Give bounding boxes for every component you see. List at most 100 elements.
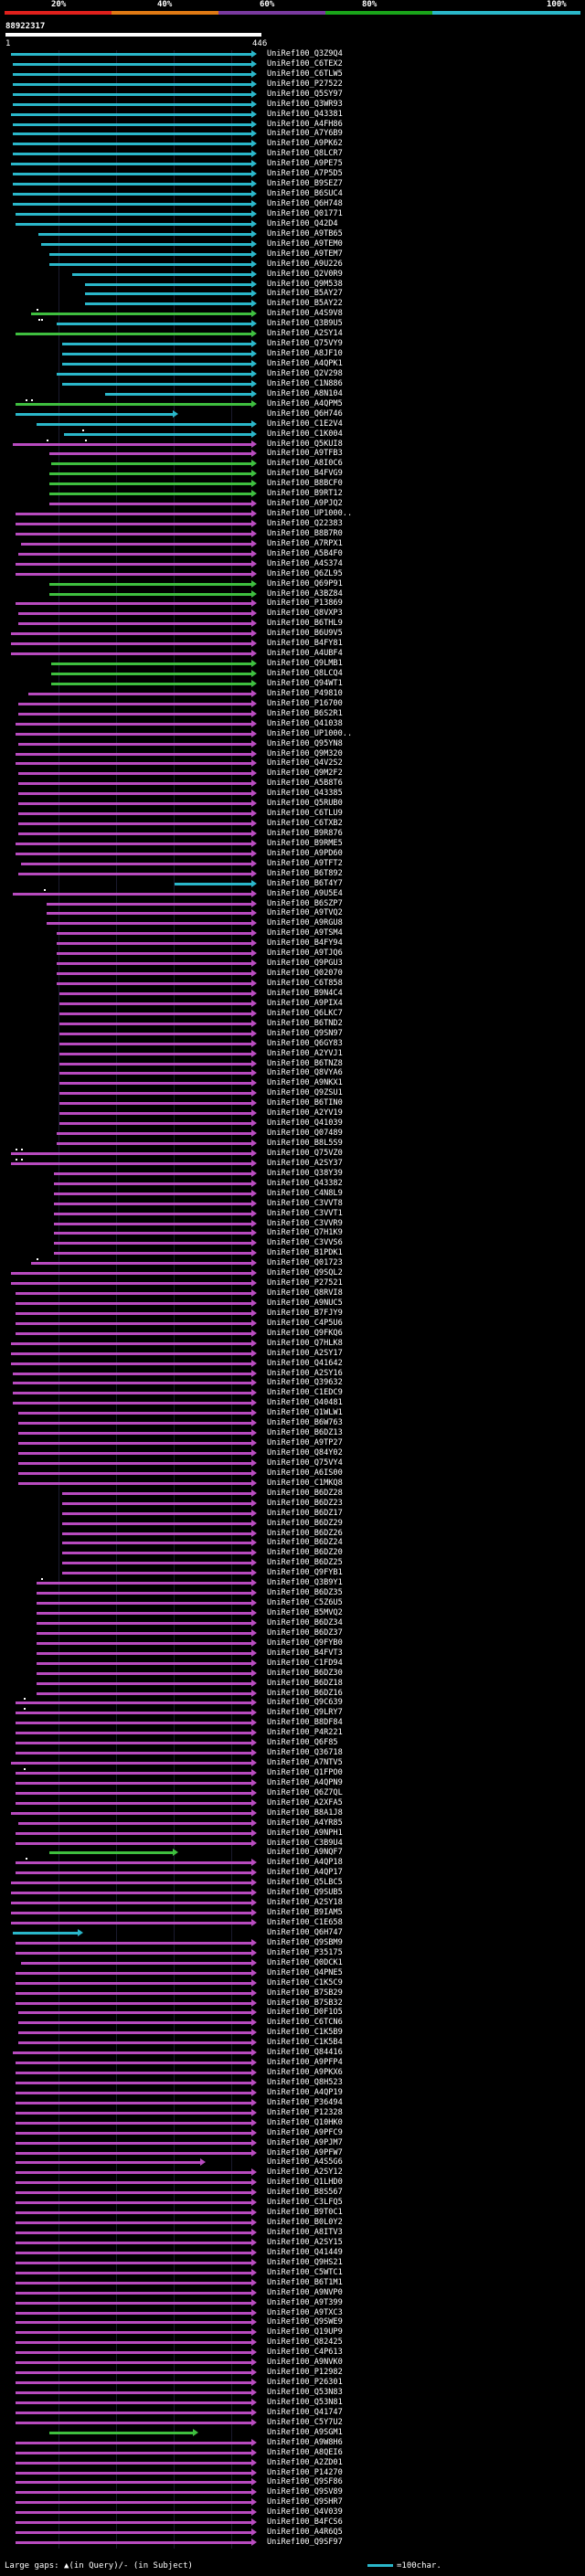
alignment-bar[interactable] [10,163,253,166]
hit-row[interactable]: UniRef100_A4QPN9 [0,1778,585,1787]
hit-label-link[interactable]: UniRef100_Q53N81 [267,2397,343,2407]
hit-row[interactable]: UniRef100_Q9FYB1 [0,1568,585,1578]
hit-label-link[interactable]: UniRef100_A9TSM4 [267,928,343,938]
alignment-bar[interactable] [16,2072,253,2075]
hit-label-link[interactable]: UniRef100_A2SY17 [267,1348,343,1358]
alignment-bar[interactable] [57,932,253,936]
alignment-bar[interactable] [36,422,253,426]
hit-label-link[interactable]: UniRef100_A9NVP0 [267,2287,343,2297]
alignment-bar[interactable] [16,2461,253,2465]
hit-label-link[interactable]: UniRef100_B6SUC4 [267,189,343,199]
hit-row[interactable]: UniRef100_A4R6Q5 [0,2528,585,2537]
hit-label-link[interactable]: UniRef100_C4P613 [267,2348,343,2358]
hit-row[interactable]: UniRef100_Q9SN97 [0,1029,585,1038]
alignment-bar[interactable] [16,2131,253,2135]
hit-label-link[interactable]: UniRef100_A4QP17 [267,1868,343,1878]
hit-label-link[interactable]: UniRef100_Q6H748 [267,199,343,209]
hit-label-link[interactable]: UniRef100_Q75VY4 [267,1458,343,1468]
alignment-bar[interactable] [57,323,253,326]
alignment-bar[interactable] [36,1661,253,1665]
hit-row[interactable]: UniRef100_B6T4Y7 [0,879,585,888]
hit-row[interactable]: UniRef100_A4QP18 [0,1858,585,1867]
hit-row[interactable]: UniRef100_C6TCN6 [0,2018,585,2027]
alignment-bar[interactable] [16,2441,253,2444]
hit-row[interactable]: UniRef100_Q2V0R9 [0,270,585,279]
alignment-bar[interactable] [48,1851,174,1855]
alignment-bar[interactable] [16,1701,253,1705]
alignment-bar[interactable] [16,2221,253,2225]
hit-row[interactable]: UniRef100_P14270 [0,2468,585,2477]
alignment-bar[interactable] [18,1442,253,1446]
hit-label-link[interactable]: UniRef100_B9RME5 [267,838,343,848]
hit-row[interactable]: UniRef100_A8I0C6 [0,459,585,468]
hit-row[interactable]: UniRef100_A9NVP0 [0,2287,585,2297]
hit-row[interactable]: UniRef100_B5MVQ2 [0,1608,585,1617]
alignment-bar[interactable] [18,742,253,746]
alignment-bar[interactable] [18,1821,253,1825]
hit-row[interactable]: UniRef100_A9PIX4 [0,999,585,1008]
alignment-bar[interactable] [16,2401,253,2404]
hit-label-link[interactable]: UniRef100_C1K5B4 [267,2038,343,2048]
hit-label-link[interactable]: UniRef100_A8QEI6 [267,2447,343,2457]
hit-row[interactable]: UniRef100_Q9SUB5 [0,1888,585,1897]
alignment-bar[interactable] [16,1752,253,1755]
hit-row[interactable]: UniRef100_A4QP19 [0,2088,585,2097]
hit-row[interactable]: UniRef100_Q43385 [0,789,585,798]
hit-label-link[interactable]: UniRef100_C6TLW5 [267,69,343,79]
hit-row[interactable]: UniRef100_A2SY14 [0,329,585,338]
alignment-bar[interactable] [16,1712,253,1715]
hit-label-link[interactable]: UniRef100_Q43382 [267,1178,343,1188]
hit-label-link[interactable]: UniRef100_Q9FYB1 [267,1568,343,1578]
hit-row[interactable]: UniRef100_Q8RVI8 [0,1288,585,1299]
hit-row[interactable]: UniRef100_Q6H748 [0,199,585,209]
hit-label-link[interactable]: UniRef100_B6S2R1 [267,708,343,718]
alignment-bar[interactable] [57,972,253,976]
alignment-bar[interactable] [51,682,253,685]
alignment-bar[interactable] [16,1302,253,1305]
alignment-bar[interactable] [16,2331,253,2335]
alignment-bar[interactable] [16,513,253,516]
alignment-bar[interactable] [57,372,253,376]
hit-row[interactable]: UniRef100_A9U5E4 [0,888,585,898]
alignment-bar[interactable] [36,1671,253,1675]
hit-label-link[interactable]: UniRef100_B6DZ28 [267,1488,343,1498]
hit-row[interactable]: UniRef100_B6DZ23 [0,1499,585,1508]
alignment-bar[interactable] [16,2371,253,2375]
alignment-bar[interactable] [16,2491,253,2495]
hit-label-link[interactable]: UniRef100_C4N8L9 [267,1188,343,1198]
hit-label-link[interactable]: UniRef100_Q8RVI8 [267,1288,343,1299]
alignment-bar[interactable] [10,1341,253,1345]
alignment-bar[interactable] [16,1991,253,1995]
alignment-bar[interactable] [58,1072,253,1076]
alignment-bar[interactable] [16,2211,253,2215]
alignment-bar[interactable] [58,1012,253,1015]
hit-row[interactable]: UniRef100_Q19UP9 [0,2327,585,2337]
hit-label-link[interactable]: UniRef100_A9NVK0 [267,2358,343,2368]
alignment-bar[interactable] [10,1282,253,1286]
hit-row[interactable]: UniRef100_A9TVQ2 [0,908,585,917]
hit-row[interactable]: UniRef100_A5B4F0 [0,549,585,558]
hit-label-link[interactable]: UniRef100_Q6H747 [267,1927,343,1937]
hit-row[interactable]: UniRef100_Q6ZL95 [0,569,585,578]
hit-row[interactable]: UniRef100_Q1FPO0 [0,1767,585,1777]
hit-row[interactable]: UniRef100_A9PJQ2 [0,499,585,508]
hit-row[interactable]: UniRef100_C1K5B4 [0,2038,585,2048]
hit-label-link[interactable]: UniRef100_B6W763 [267,1418,343,1428]
hit-label-link[interactable]: UniRef100_B4FVG9 [267,469,343,479]
hit-label-link[interactable]: UniRef100_A9TEM7 [267,249,343,259]
hit-row[interactable]: UniRef100_A8QEI6 [0,2447,585,2457]
alignment-bar[interactable] [61,1552,253,1555]
hit-label-link[interactable]: UniRef100_A9NQF7 [267,1848,343,1858]
alignment-bar[interactable] [16,1771,253,1775]
hit-row[interactable]: UniRef100_Q75VY4 [0,1458,585,1468]
hit-label-link[interactable]: UniRef100_P27522 [267,79,343,89]
alignment-bar[interactable] [16,522,253,525]
alignment-bar[interactable] [36,1681,253,1685]
hit-label-link[interactable]: UniRef100_B6DZ17 [267,1508,343,1518]
alignment-bar[interactable] [54,1171,253,1175]
hit-row[interactable]: UniRef100_Q6H746 [0,409,585,419]
alignment-bar[interactable] [58,1062,253,1065]
hit-label-link[interactable]: UniRef100_A4QPM5 [267,398,343,408]
hit-label-link[interactable]: UniRef100_P27521 [267,1278,343,1288]
hit-row[interactable]: UniRef100_B9SEZ7 [0,179,585,188]
